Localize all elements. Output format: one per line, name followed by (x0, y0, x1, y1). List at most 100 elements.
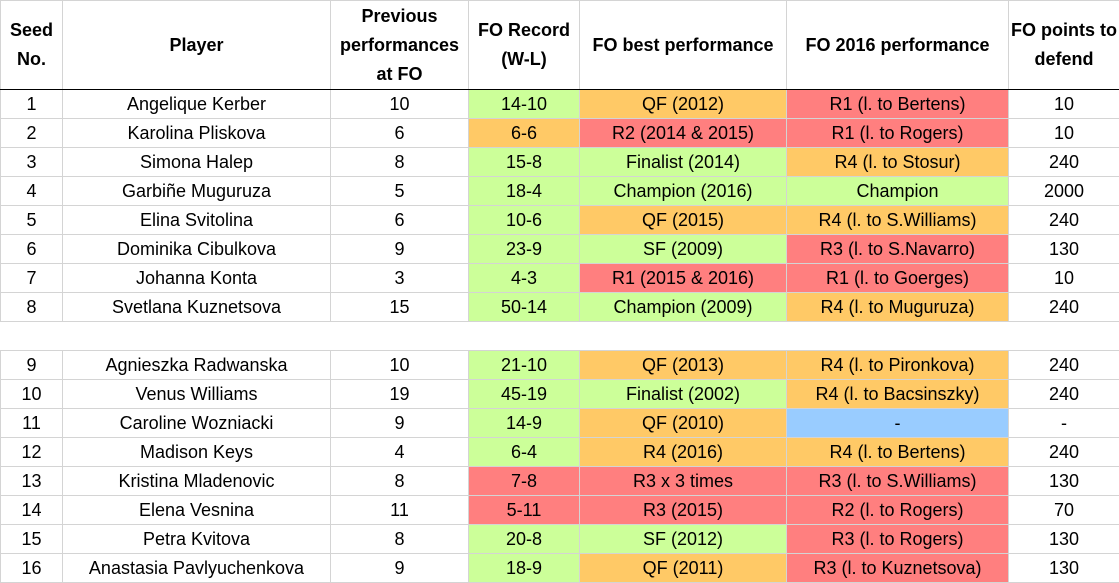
record-cell: 45-19 (469, 380, 580, 409)
record-cell: 14-9 (469, 409, 580, 438)
record-cell: 50-14 (469, 293, 580, 322)
seed-cell: 1 (1, 90, 63, 119)
previous-cell: 5 (331, 177, 469, 206)
previous-cell: 9 (331, 235, 469, 264)
player-cell: Kristina Mladenovic (63, 467, 331, 496)
perf-2016-cell: R2 (l. to Rogers) (787, 496, 1009, 525)
seed-cell: 11 (1, 409, 63, 438)
perf-2016-cell: R4 (l. to Muguruza) (787, 293, 1009, 322)
points-cell: 10 (1009, 90, 1119, 119)
player-cell: Elena Vesnina (63, 496, 331, 525)
perf-2016-cell: R3 (l. to Rogers) (787, 525, 1009, 554)
spacer-cell (63, 322, 331, 351)
points-cell: 10 (1009, 264, 1119, 293)
header-2016: FO 2016 performance (787, 1, 1009, 90)
best-cell: QF (2013) (580, 351, 787, 380)
player-cell: Anastasia Pavlyuchenkova (63, 554, 331, 583)
seed-cell: 14 (1, 496, 63, 525)
best-cell: QF (2015) (580, 206, 787, 235)
player-cell: Svetlana Kuznetsova (63, 293, 331, 322)
previous-cell: 8 (331, 148, 469, 177)
best-cell: R4 (2016) (580, 438, 787, 467)
header-seed: Seed No. (1, 1, 63, 90)
record-cell: 4-3 (469, 264, 580, 293)
header-row: Seed No. Player Previous performances at… (1, 1, 1119, 90)
best-cell: QF (2011) (580, 554, 787, 583)
perf-2016-cell: R4 (l. to Stosur) (787, 148, 1009, 177)
best-cell: SF (2009) (580, 235, 787, 264)
player-cell: Simona Halep (63, 148, 331, 177)
seed-cell: 16 (1, 554, 63, 583)
player-cell: Agnieszka Radwanska (63, 351, 331, 380)
player-cell: Garbiñe Muguruza (63, 177, 331, 206)
player-cell: Venus Williams (63, 380, 331, 409)
header-record: FO Record (W-L) (469, 1, 580, 90)
points-cell: 130 (1009, 467, 1119, 496)
record-cell: 7-8 (469, 467, 580, 496)
spacer-cell (469, 322, 580, 351)
previous-cell: 4 (331, 438, 469, 467)
perf-2016-cell: Champion (787, 177, 1009, 206)
points-cell: 10 (1009, 119, 1119, 148)
best-cell: QF (2010) (580, 409, 787, 438)
seed-cell: 7 (1, 264, 63, 293)
points-cell: 240 (1009, 293, 1119, 322)
record-cell: 6-4 (469, 438, 580, 467)
spacer-cell (1009, 322, 1119, 351)
points-cell: 130 (1009, 235, 1119, 264)
player-cell: Madison Keys (63, 438, 331, 467)
points-cell: - (1009, 409, 1119, 438)
group-spacer-row (1, 322, 1119, 351)
record-cell: 18-4 (469, 177, 580, 206)
record-cell: 10-6 (469, 206, 580, 235)
previous-cell: 11 (331, 496, 469, 525)
seed-cell: 9 (1, 351, 63, 380)
previous-cell: 8 (331, 467, 469, 496)
perf-2016-cell: R1 (l. to Goerges) (787, 264, 1009, 293)
seed-cell: 15 (1, 525, 63, 554)
perf-2016-cell: R3 (l. to Kuznetsova) (787, 554, 1009, 583)
previous-cell: 10 (331, 90, 469, 119)
record-cell: 20-8 (469, 525, 580, 554)
previous-cell: 6 (331, 206, 469, 235)
points-cell: 130 (1009, 525, 1119, 554)
seed-cell: 13 (1, 467, 63, 496)
spacer-cell (580, 322, 787, 351)
points-cell: 240 (1009, 206, 1119, 235)
points-cell: 240 (1009, 351, 1119, 380)
points-cell: 70 (1009, 496, 1119, 525)
previous-cell: 15 (331, 293, 469, 322)
seed-cell: 8 (1, 293, 63, 322)
player-cell: Caroline Wozniacki (63, 409, 331, 438)
header-player: Player (63, 1, 331, 90)
best-cell: Finalist (2002) (580, 380, 787, 409)
best-cell: QF (2012) (580, 90, 787, 119)
seed-cell: 5 (1, 206, 63, 235)
points-cell: 240 (1009, 148, 1119, 177)
perf-2016-cell: R4 (l. to S.Williams) (787, 206, 1009, 235)
perf-2016-cell: R1 (l. to Rogers) (787, 119, 1009, 148)
points-cell: 240 (1009, 438, 1119, 467)
best-cell: R2 (2014 & 2015) (580, 119, 787, 148)
record-cell: 15-8 (469, 148, 580, 177)
previous-cell: 6 (331, 119, 469, 148)
best-cell: Champion (2016) (580, 177, 787, 206)
best-cell: Finalist (2014) (580, 148, 787, 177)
spacer-cell (331, 322, 469, 351)
points-cell: 2000 (1009, 177, 1119, 206)
previous-cell: 3 (331, 264, 469, 293)
record-cell: 23-9 (469, 235, 580, 264)
perf-2016-cell: R4 (l. to Bacsinszky) (787, 380, 1009, 409)
